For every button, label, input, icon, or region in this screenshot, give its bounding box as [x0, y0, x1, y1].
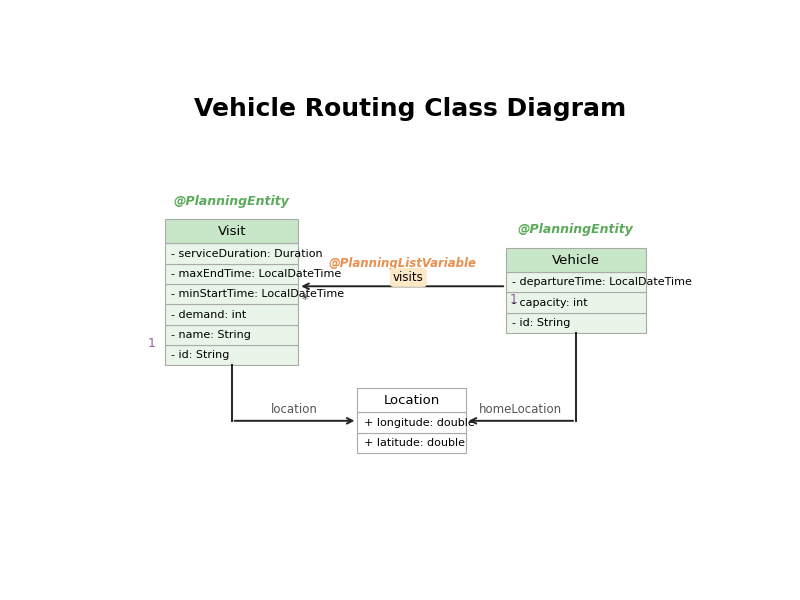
Text: - demand: int: - demand: int: [171, 310, 246, 320]
Bar: [358, 388, 466, 412]
Bar: [165, 284, 298, 304]
Text: Visit: Visit: [218, 225, 246, 238]
Text: + longitude: double: + longitude: double: [363, 418, 474, 428]
Bar: [165, 345, 298, 365]
Bar: [165, 325, 298, 345]
Text: *: *: [302, 293, 308, 306]
Text: @PlanningEntity: @PlanningEntity: [174, 195, 290, 208]
Bar: [506, 248, 646, 272]
Text: + latitude: double: + latitude: double: [363, 438, 465, 448]
Text: Vehicle: Vehicle: [552, 254, 600, 266]
Text: - id: String: - id: String: [512, 318, 570, 328]
Text: - capacity: int: - capacity: int: [512, 298, 588, 308]
Text: - maxEndTime: LocalDateTime: - maxEndTime: LocalDateTime: [171, 269, 342, 279]
Text: Location: Location: [383, 394, 440, 407]
Bar: [506, 272, 646, 292]
Bar: [165, 244, 298, 264]
Text: homeLocation: homeLocation: [479, 403, 562, 416]
Bar: [358, 412, 466, 433]
Text: @PlanningListVariable: @PlanningListVariable: [328, 257, 476, 270]
Text: - name: String: - name: String: [171, 330, 251, 340]
Text: - id: String: - id: String: [171, 350, 230, 360]
Text: - departureTime: LocalDateTime: - departureTime: LocalDateTime: [512, 277, 692, 287]
Text: location: location: [271, 403, 318, 416]
Text: - serviceDuration: Duration: - serviceDuration: Duration: [171, 248, 323, 259]
Text: visits: visits: [393, 271, 424, 284]
Bar: [165, 304, 298, 325]
Bar: [165, 220, 298, 244]
Text: 1: 1: [510, 293, 517, 306]
Text: Vehicle Routing Class Diagram: Vehicle Routing Class Diagram: [194, 97, 626, 121]
Bar: [506, 292, 646, 313]
Bar: [358, 433, 466, 453]
Bar: [506, 313, 646, 333]
Text: 1: 1: [148, 337, 156, 350]
Text: - minStartTime: LocalDateTime: - minStartTime: LocalDateTime: [171, 289, 345, 299]
Text: @PlanningEntity: @PlanningEntity: [518, 223, 634, 236]
Bar: [165, 264, 298, 284]
